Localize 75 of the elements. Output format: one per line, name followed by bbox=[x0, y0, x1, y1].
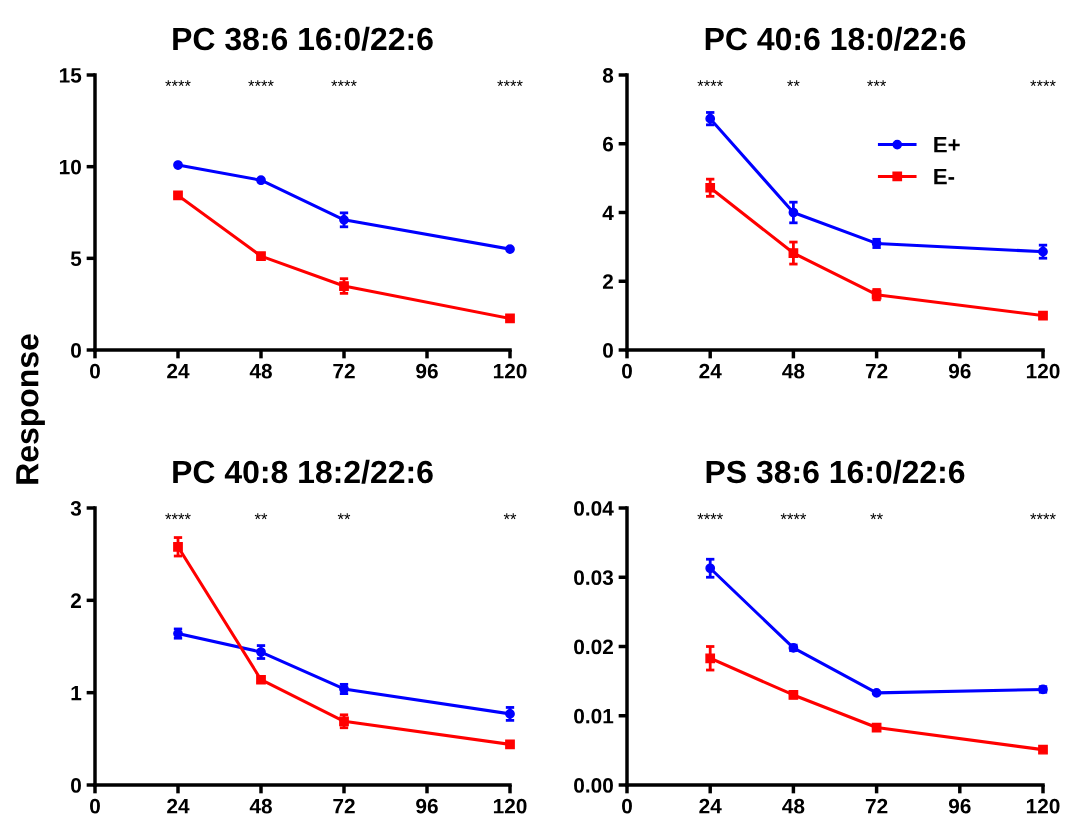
point bbox=[505, 313, 515, 324]
x-tick-label: 72 bbox=[865, 363, 888, 379]
point bbox=[505, 244, 515, 255]
y-tick-label: 10 bbox=[59, 159, 81, 175]
annotation: **** bbox=[1030, 513, 1056, 520]
point bbox=[1038, 744, 1048, 755]
chart-title: PS 38:6 16:0/22:6 bbox=[706, 459, 965, 484]
y-tick-label: 0.00 bbox=[574, 778, 613, 793]
y-tick-label: 8 bbox=[602, 68, 614, 83]
y-tick-label: 0.01 bbox=[574, 708, 614, 724]
x-tick-label: 72 bbox=[333, 363, 355, 379]
annotation: **** bbox=[497, 80, 523, 87]
annotation: **** bbox=[697, 80, 723, 87]
annotation: **** bbox=[697, 513, 723, 520]
legend-label: E- bbox=[934, 168, 955, 185]
y-tick-label: 3 bbox=[70, 501, 82, 516]
y-tick-label: 0.03 bbox=[574, 570, 614, 586]
x-tick-label: 120 bbox=[493, 363, 527, 379]
x-tick-label: 0 bbox=[622, 363, 632, 379]
x-tick-label: 96 bbox=[948, 798, 971, 814]
x-tick-label: 24 bbox=[699, 798, 722, 814]
x-tick-label: 96 bbox=[416, 363, 438, 379]
y-tick-label: 0 bbox=[71, 778, 81, 793]
point bbox=[256, 175, 266, 186]
y-tick-label: 0.02 bbox=[574, 639, 613, 655]
y-tick-label: 15 bbox=[59, 68, 82, 83]
annotation: ** bbox=[503, 513, 517, 520]
y-axis-title: Response bbox=[16, 334, 45, 484]
annotation: ** bbox=[254, 513, 268, 520]
y-tick-label: 2 bbox=[602, 274, 613, 289]
chart-title: PC 38:6 16:0/22:6 bbox=[173, 26, 433, 51]
annotation: ** bbox=[337, 513, 351, 520]
y-tick-label: 0 bbox=[603, 343, 613, 358]
chart-title: PC 40:8 18:2/22:6 bbox=[173, 459, 433, 484]
y-tick-label: 5 bbox=[70, 251, 82, 267]
x-tick-label: 48 bbox=[782, 363, 805, 379]
x-tick-label: 24 bbox=[167, 798, 190, 814]
point bbox=[871, 688, 882, 698]
x-tick-label: 48 bbox=[249, 798, 272, 814]
y-tick-label: 4 bbox=[602, 205, 614, 221]
annotation: ** bbox=[870, 513, 883, 520]
annotation: **** bbox=[1030, 80, 1056, 87]
annotation: **** bbox=[248, 80, 274, 87]
x-tick-label: 120 bbox=[1026, 363, 1060, 379]
x-tick-label: 96 bbox=[948, 363, 971, 379]
annotation: **** bbox=[780, 513, 807, 520]
x-tick-label: 120 bbox=[493, 798, 527, 814]
point bbox=[256, 251, 266, 261]
x-tick-label: 24 bbox=[699, 363, 722, 379]
annotation: ** bbox=[787, 80, 800, 87]
y-tick-label: 1 bbox=[71, 685, 82, 701]
point bbox=[173, 160, 183, 170]
annotation: **** bbox=[331, 80, 357, 87]
annotation: *** bbox=[867, 80, 887, 87]
x-tick-label: 0 bbox=[90, 363, 100, 379]
y-tick-label: 2 bbox=[70, 593, 81, 608]
y-tick-label: 0 bbox=[71, 343, 81, 358]
point bbox=[173, 190, 183, 201]
x-tick-label: 72 bbox=[865, 798, 888, 814]
x-tick-label: 0 bbox=[90, 798, 100, 814]
annotation: **** bbox=[165, 80, 191, 87]
x-tick-label: 0 bbox=[622, 798, 632, 814]
x-tick-label: 72 bbox=[333, 798, 355, 814]
point bbox=[505, 739, 515, 750]
legend-label: E+ bbox=[934, 137, 960, 153]
x-tick-label: 24 bbox=[167, 363, 190, 379]
chart-title: PC 40:6 18:0/22:6 bbox=[705, 26, 966, 51]
x-tick-label: 120 bbox=[1026, 798, 1060, 814]
point bbox=[1038, 310, 1048, 321]
x-tick-label: 48 bbox=[249, 363, 272, 379]
y-tick-label: 0.04 bbox=[574, 501, 614, 516]
y-tick-label: 6 bbox=[602, 136, 614, 152]
annotation: **** bbox=[165, 513, 191, 520]
x-tick-label: 96 bbox=[416, 798, 438, 814]
x-tick-label: 48 bbox=[782, 798, 805, 814]
